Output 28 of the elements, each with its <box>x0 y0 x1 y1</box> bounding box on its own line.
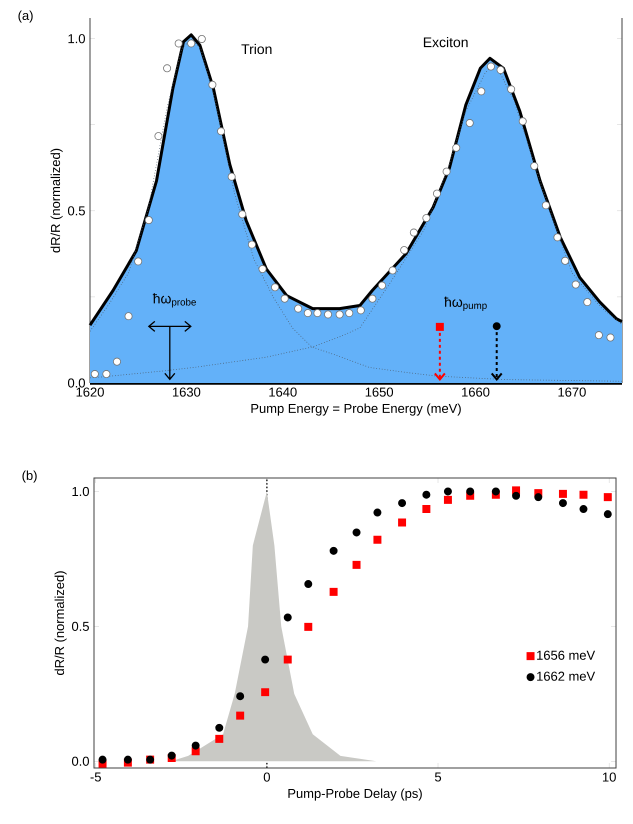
x-tick-label: 10 <box>602 772 616 782</box>
chart-title: (a) <box>18 10 33 23</box>
annotation: ħω$_{probe}$ <box>152 293 196 308</box>
x-tick-label: 1660 <box>462 388 490 397</box>
legend-label: 1662 meV <box>537 672 596 681</box>
y-axis-title: dR/R (normalized) <box>54 571 67 675</box>
x-tick-label: 1620 <box>76 388 104 397</box>
chart-title: (b) <box>22 470 37 483</box>
annotation: Exciton <box>424 36 468 48</box>
y-tick-label: 1.0 <box>72 486 89 496</box>
x-tick-label: -5 <box>90 772 101 782</box>
x-tick-label: 1640 <box>269 388 297 397</box>
x-tick-label: 5 <box>434 772 442 782</box>
y-tick-label: 1.0 <box>68 34 85 44</box>
y-tick-label: 0.0 <box>72 756 89 766</box>
x-axis-title: Pump-Probe Delay (ps) <box>288 788 422 801</box>
annotation: ħω$_{pump}$ <box>444 296 487 311</box>
y-axis-title: dR/R (normalized) <box>50 148 63 252</box>
y-tick-label: 0.5 <box>72 622 89 631</box>
y-tick-label: 0.5 <box>68 206 85 216</box>
x-tick-label: 1630 <box>172 388 200 397</box>
y-tick-label: 0.0 <box>68 378 85 388</box>
legend-label: 1656 meV <box>537 650 596 660</box>
x-tick-label: 0 <box>264 772 270 782</box>
x-tick-label: 1670 <box>558 388 586 397</box>
annotation: Trion <box>241 44 272 54</box>
x-tick-label: 1650 <box>366 388 394 397</box>
x-axis-title: Pump Energy = Probe Energy (meV) <box>251 404 461 416</box>
